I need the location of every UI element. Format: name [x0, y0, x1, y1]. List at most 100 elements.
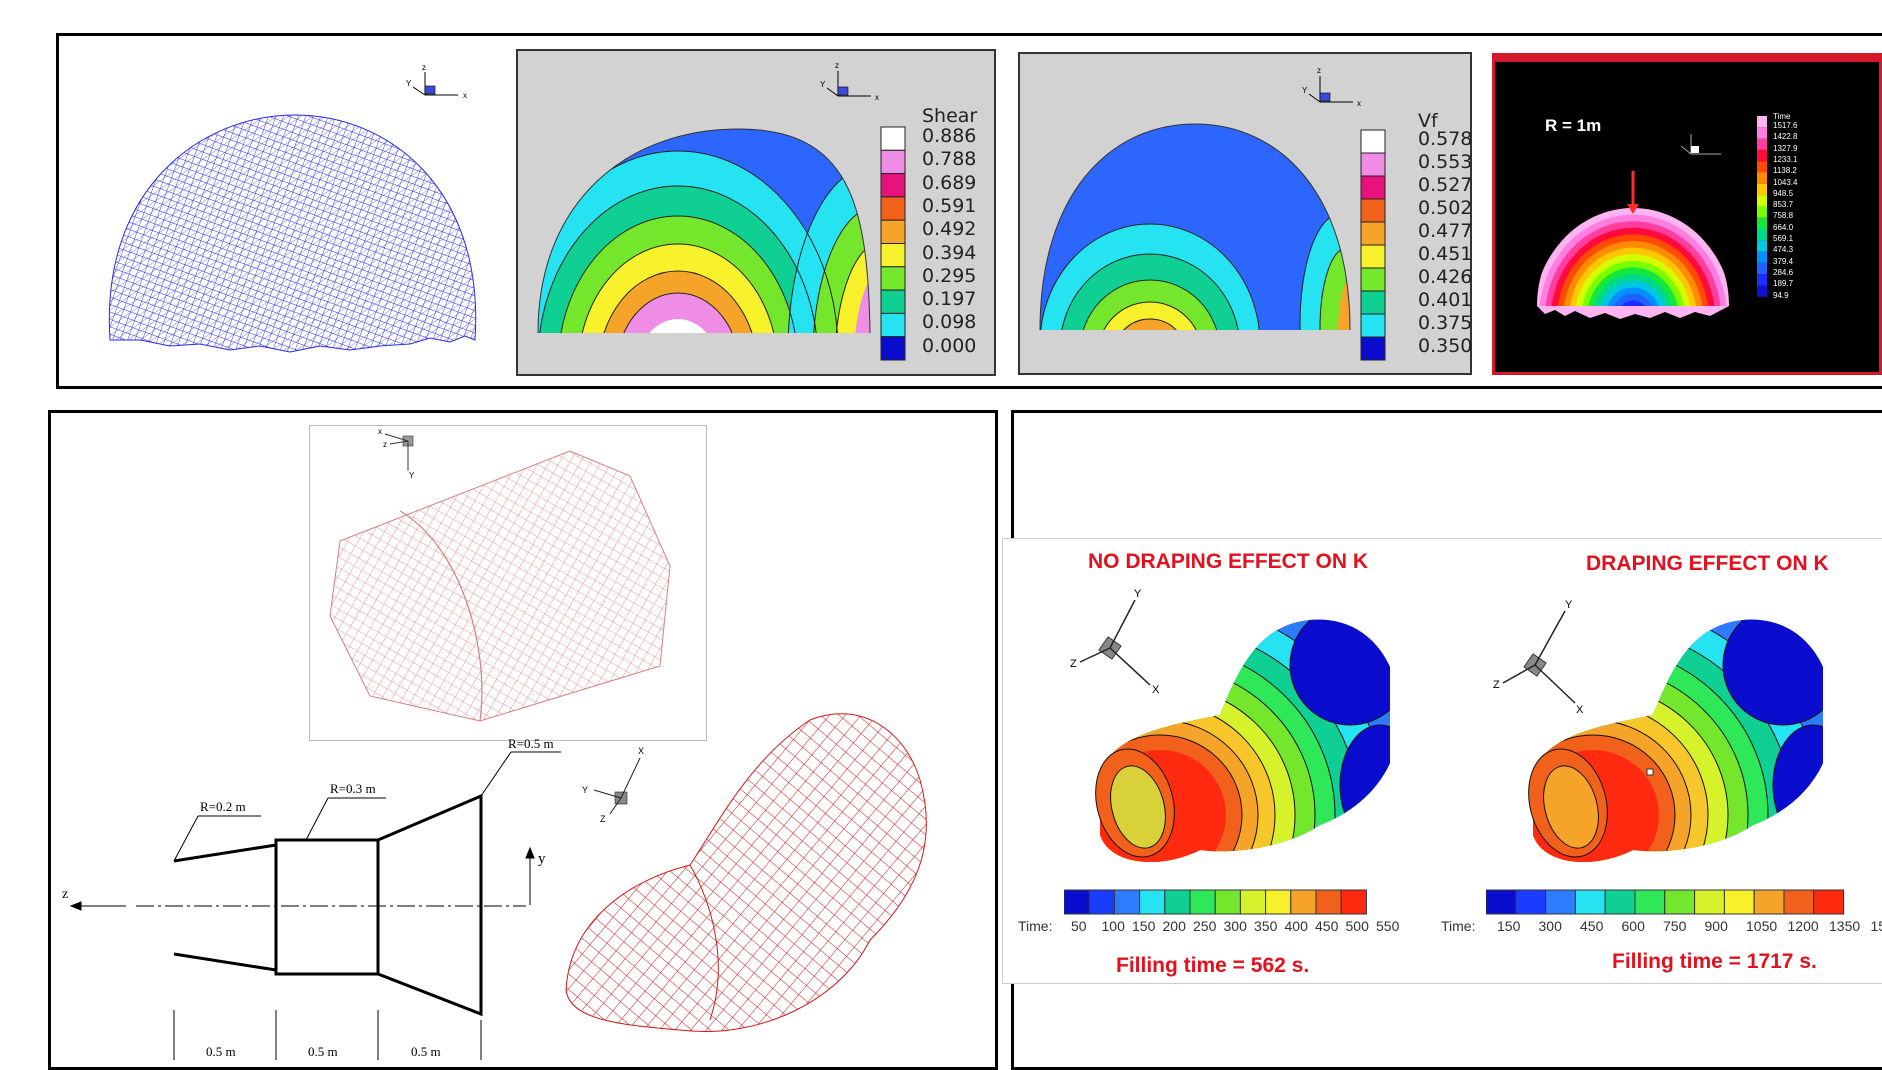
legend-value: 1327.9	[1773, 144, 1797, 153]
legend-swatch	[1757, 286, 1767, 297]
scale-swatch	[1665, 890, 1695, 914]
legend-value: 0.553	[1418, 151, 1472, 173]
dome-wireframe-panel: z Y x	[80, 40, 520, 380]
dome-wireframe-figure: z Y x	[80, 40, 520, 380]
legend-swatch	[1361, 337, 1385, 360]
scale-swatch	[1635, 890, 1665, 914]
legend-value: 0.350	[1418, 335, 1472, 357]
scale-tick-label: 1350	[1829, 918, 1860, 934]
scale-tick-label: 300	[1539, 918, 1562, 934]
axis-z-label: z	[422, 63, 426, 72]
scale-tick-label: 1050	[1746, 918, 1777, 934]
axis-triad-icon: X Y Z	[582, 746, 644, 824]
legend-value: 0.000	[922, 335, 976, 357]
legend-swatch	[881, 337, 905, 360]
legend-value: 758.8	[1773, 211, 1793, 220]
axis-y-label: y	[538, 851, 546, 867]
nozzle-mesh-figure: X Y Z	[560, 700, 980, 1040]
vf-dome-figure: z Y x	[1020, 54, 1470, 373]
legend-value: 569.1	[1773, 234, 1793, 243]
legend-swatch	[881, 127, 905, 150]
legend-swatch	[881, 197, 905, 220]
draping-contour-figure: Y Z X	[1483, 585, 1823, 885]
radius-label-2: R=0.3 m	[330, 781, 376, 796]
legend-value: 0.098	[922, 311, 976, 333]
scale-swatch	[1089, 890, 1114, 914]
cylinder-mesh-inset: x z Y	[309, 425, 707, 741]
svg-text:Y: Y	[820, 80, 826, 89]
scale-tick-label: 500	[1346, 918, 1369, 934]
scale-swatch	[1516, 890, 1546, 914]
scale-swatch	[1266, 890, 1291, 914]
scale-tick-label: 450	[1580, 918, 1603, 934]
legend-value: 0.375	[1418, 312, 1472, 334]
time-legend-colorbar	[1757, 116, 1767, 297]
svg-text:x: x	[378, 427, 382, 436]
legend-value: 1043.4	[1773, 178, 1797, 187]
legend-value: 0.401	[1418, 289, 1472, 311]
legend-value: 664.0	[1773, 223, 1793, 232]
draping-filling-time: Filling time = 1717 s.	[1612, 950, 1817, 974]
scale-swatch	[1165, 890, 1190, 914]
scale-tick-label: 200	[1163, 918, 1186, 934]
legend-swatch	[1361, 268, 1385, 291]
scale-tick-label: 300	[1224, 918, 1247, 934]
legend-value: 1517.6	[1773, 121, 1797, 130]
axis-triad-icon: z Y x	[406, 63, 467, 100]
legend-value: 0.451	[1418, 243, 1472, 265]
length-label-3: 0.5 m	[411, 1044, 441, 1059]
legend-swatch	[1361, 153, 1385, 176]
legend-swatch	[1757, 263, 1767, 274]
legend-value: 0.788	[922, 148, 976, 170]
radius-label-3: R=0.5 m	[508, 736, 554, 751]
scale-swatch	[1140, 890, 1165, 914]
svg-text:Z: Z	[1493, 679, 1500, 691]
cylinder-mesh-figure: x z Y	[310, 426, 706, 740]
scale-tick-label: 150	[1497, 918, 1520, 934]
legend-swatch	[1757, 150, 1767, 161]
legend-swatch	[1361, 291, 1385, 314]
scale-tick-label: 15	[1871, 918, 1882, 934]
legend-swatch	[881, 174, 905, 197]
legend-value: 284.6	[1773, 268, 1793, 277]
no-draping-contour-figure: Y Z X	[1050, 585, 1390, 885]
legend-swatch	[1757, 116, 1767, 127]
legend-swatch	[1361, 176, 1385, 199]
scale-swatch	[1575, 890, 1605, 914]
legend-value: 0.477	[1418, 220, 1472, 242]
scale-swatch	[1814, 890, 1844, 914]
draping-title: DRAPING EFFECT ON K	[1586, 552, 1829, 576]
scale-tick-label: 600	[1622, 918, 1645, 934]
scale-tick-label: 1200	[1788, 918, 1819, 934]
nozzle-drawing: R=0.2 m R=0.3 m R=0.5 m z y 0.5 m 0.5 m …	[56, 730, 616, 1060]
legend-value: 0.886	[922, 125, 976, 147]
draping-time-label: Time:	[1441, 918, 1475, 934]
svg-text:Y: Y	[582, 785, 588, 795]
legend-value: 0.492	[922, 218, 976, 240]
legend-swatch	[1361, 199, 1385, 222]
svg-text:X: X	[638, 746, 644, 756]
svg-text:Y: Y	[409, 471, 415, 480]
scale-swatch	[1546, 890, 1576, 914]
legend-swatch	[1361, 130, 1385, 153]
svg-text:Z: Z	[1070, 658, 1077, 670]
svg-text:X: X	[1152, 684, 1160, 696]
legend-value: 0.527	[1418, 174, 1472, 196]
legend-swatch	[1361, 245, 1385, 268]
length-label-2: 0.5 m	[308, 1044, 338, 1059]
legend-value: 0.502	[1418, 197, 1472, 219]
legend-value: 0.197	[922, 288, 976, 310]
legend-value: 1233.1	[1773, 155, 1797, 164]
legend-value: 94.9	[1773, 291, 1789, 300]
axis-y-label: Y	[406, 79, 412, 88]
svg-text:x: x	[875, 93, 879, 102]
axis-triad-icon: Y Z X	[1070, 588, 1160, 696]
svg-text:Y: Y	[1302, 86, 1308, 95]
scale-tick-label: 550	[1376, 918, 1399, 934]
scale-swatch	[1215, 890, 1240, 914]
legend-value: 379.4	[1773, 257, 1793, 266]
legend-value: 0.295	[922, 265, 976, 287]
axis-triad-icon: Y Z X	[1493, 599, 1584, 716]
